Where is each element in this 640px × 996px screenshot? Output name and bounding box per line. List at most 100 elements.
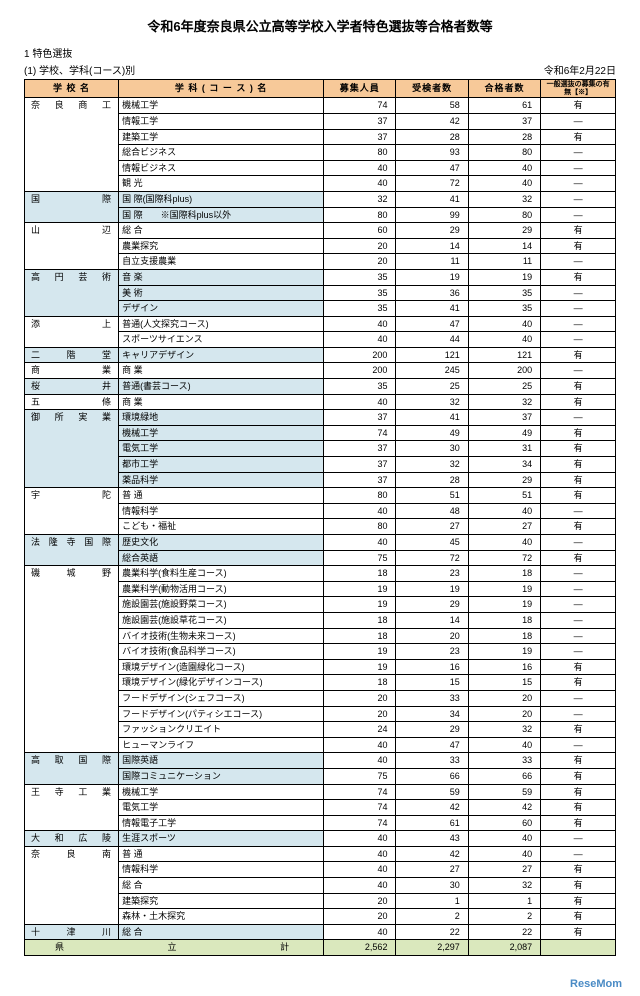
num-cell: 22: [396, 924, 468, 940]
dept-cell: 農業科学(食料生産コース): [119, 566, 324, 582]
num-cell: 74: [324, 784, 396, 800]
general-cell: 有: [541, 425, 616, 441]
num-cell: 19: [324, 659, 396, 675]
dept-cell: 総 合: [119, 878, 324, 894]
num-cell: 40: [324, 316, 396, 332]
num-cell: 40: [324, 753, 396, 769]
general-cell: 有: [541, 472, 616, 488]
school-cell: 桜井: [25, 379, 119, 395]
num-cell: 200: [324, 347, 396, 363]
num-cell: 19: [396, 269, 468, 285]
num-cell: 61: [468, 98, 540, 114]
num-cell: 25: [396, 379, 468, 395]
num-cell: 27: [396, 519, 468, 535]
general-cell: 有: [541, 379, 616, 395]
num-cell: 40: [324, 846, 396, 862]
num-cell: 37: [324, 113, 396, 129]
general-cell: —: [541, 690, 616, 706]
dept-cell: 普 通: [119, 488, 324, 504]
dept-cell: 自立支援農業: [119, 254, 324, 270]
num-cell: 31: [468, 441, 540, 457]
num-cell: 35: [324, 285, 396, 301]
num-cell: 72: [396, 176, 468, 192]
num-cell: 37: [324, 129, 396, 145]
num-cell: 74: [324, 425, 396, 441]
num-cell: 60: [324, 223, 396, 239]
general-cell: 有: [541, 722, 616, 738]
num-cell: 18: [468, 612, 540, 628]
dept-cell: 普通(書芸コース): [119, 379, 324, 395]
general-cell: —: [541, 581, 616, 597]
general-cell: 有: [541, 223, 616, 239]
num-cell: 23: [396, 644, 468, 660]
num-cell: 37: [324, 441, 396, 457]
num-cell: 35: [324, 379, 396, 395]
num-cell: 47: [396, 737, 468, 753]
num-cell: 47: [396, 316, 468, 332]
dept-cell: 美 術: [119, 285, 324, 301]
general-cell: 有: [541, 659, 616, 675]
school-cell: 御所実業: [25, 410, 119, 488]
num-cell: 18: [324, 675, 396, 691]
dept-cell: 電気工学: [119, 441, 324, 457]
num-cell: 30: [396, 441, 468, 457]
num-cell: 37: [324, 457, 396, 473]
num-cell: 41: [396, 191, 468, 207]
num-cell: 74: [324, 815, 396, 831]
num-cell: 42: [396, 800, 468, 816]
num-cell: 20: [324, 909, 396, 925]
dept-cell: 農業探究: [119, 238, 324, 254]
dept-cell: 国際英語: [119, 753, 324, 769]
num-cell: 99: [396, 207, 468, 223]
general-cell: —: [541, 706, 616, 722]
num-cell: 40: [324, 535, 396, 551]
num-cell: 19: [324, 597, 396, 613]
date-label: 令和6年2月22日: [544, 62, 616, 77]
general-cell: —: [541, 254, 616, 270]
general-cell: —: [541, 207, 616, 223]
num-cell: 18: [324, 566, 396, 582]
page-title: 令和6年度奈良県公立高等学校入学者特色選抜等合格者数等: [24, 16, 616, 35]
num-cell: 40: [324, 737, 396, 753]
num-cell: 245: [396, 363, 468, 379]
dept-cell: 総合ビジネス: [119, 145, 324, 161]
num-cell: 18: [468, 566, 540, 582]
general-cell: 有: [541, 347, 616, 363]
num-cell: 49: [468, 425, 540, 441]
th-school: 学 校 名: [25, 80, 119, 98]
num-cell: 36: [396, 285, 468, 301]
general-cell: 有: [541, 394, 616, 410]
dept-cell: 都市工学: [119, 457, 324, 473]
dept-cell: 総合英語: [119, 550, 324, 566]
subsection-label: (1) 学校、学科(コース)別: [24, 62, 135, 77]
num-cell: 20: [324, 254, 396, 270]
num-cell: 40: [468, 737, 540, 753]
num-cell: 40: [324, 924, 396, 940]
num-cell: 40: [324, 394, 396, 410]
num-cell: 47: [396, 160, 468, 176]
num-cell: 49: [396, 425, 468, 441]
num-cell: 40: [468, 831, 540, 847]
total-num: 2,297: [396, 940, 468, 956]
general-cell: —: [541, 410, 616, 426]
th-general: 一般選抜の募集の有無【※】: [541, 80, 616, 98]
dept-cell: 商 業: [119, 363, 324, 379]
num-cell: 20: [324, 238, 396, 254]
num-cell: 19: [468, 581, 540, 597]
num-cell: 59: [468, 784, 540, 800]
num-cell: 32: [468, 878, 540, 894]
num-cell: 23: [396, 566, 468, 582]
general-cell: 有: [541, 269, 616, 285]
dept-cell: 森林・土木探究: [119, 909, 324, 925]
source-logo: ReseMom: [0, 972, 640, 996]
num-cell: 32: [468, 722, 540, 738]
general-cell: 有: [541, 878, 616, 894]
dept-cell: 機械工学: [119, 98, 324, 114]
num-cell: 32: [468, 394, 540, 410]
num-cell: 93: [396, 145, 468, 161]
num-cell: 121: [468, 347, 540, 363]
num-cell: 27: [396, 862, 468, 878]
num-cell: 37: [468, 113, 540, 129]
num-cell: 37: [324, 410, 396, 426]
general-cell: —: [541, 332, 616, 348]
